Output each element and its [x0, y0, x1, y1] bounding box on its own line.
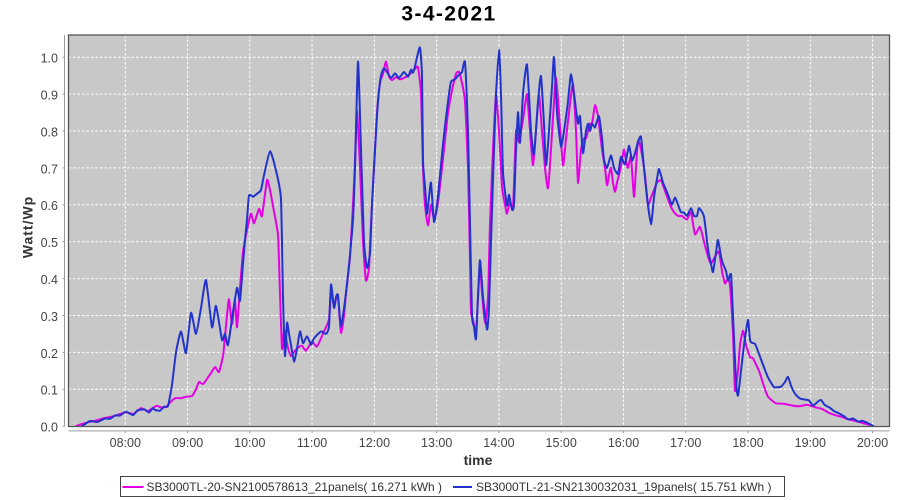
- svg-text:Watt/Wp: Watt/Wp: [20, 196, 36, 258]
- svg-text:15:00: 15:00: [546, 436, 577, 450]
- svg-text:11:00: 11:00: [297, 436, 327, 450]
- svg-text:0.4: 0.4: [41, 273, 58, 287]
- svg-text:16:00: 16:00: [608, 436, 639, 450]
- svg-text:0.1: 0.1: [41, 384, 58, 398]
- svg-text:20:00: 20:00: [857, 436, 888, 450]
- svg-text:13:00: 13:00: [421, 436, 452, 450]
- svg-text:0.9: 0.9: [41, 89, 58, 103]
- svg-text:SB3000TL-21-SN2130032031_19pan: SB3000TL-21-SN2130032031_19panels( 15.75…: [476, 480, 772, 494]
- svg-text:0.6: 0.6: [41, 199, 58, 213]
- svg-text:18:00: 18:00: [732, 436, 763, 450]
- svg-text:10:00: 10:00: [234, 436, 265, 450]
- svg-text:17:00: 17:00: [670, 436, 701, 450]
- svg-text:0.8: 0.8: [41, 125, 58, 139]
- svg-text:1.0: 1.0: [41, 52, 58, 66]
- svg-text:0.2: 0.2: [41, 347, 58, 361]
- svg-text:0.0: 0.0: [41, 421, 58, 435]
- svg-text:3-4-2021: 3-4-2021: [401, 3, 496, 26]
- svg-text:time: time: [464, 452, 493, 468]
- svg-text:SB3000TL-20-SN2100578613_21pan: SB3000TL-20-SN2100578613_21panels( 16.27…: [147, 480, 443, 494]
- svg-text:12:00: 12:00: [359, 436, 390, 450]
- svg-text:08:00: 08:00: [110, 436, 141, 450]
- svg-text:0.3: 0.3: [41, 310, 58, 324]
- svg-text:0.5: 0.5: [41, 236, 58, 250]
- svg-text:0.7: 0.7: [41, 162, 58, 176]
- svg-text:09:00: 09:00: [172, 436, 203, 450]
- svg-text:19:00: 19:00: [795, 436, 826, 450]
- svg-text:14:00: 14:00: [483, 436, 514, 450]
